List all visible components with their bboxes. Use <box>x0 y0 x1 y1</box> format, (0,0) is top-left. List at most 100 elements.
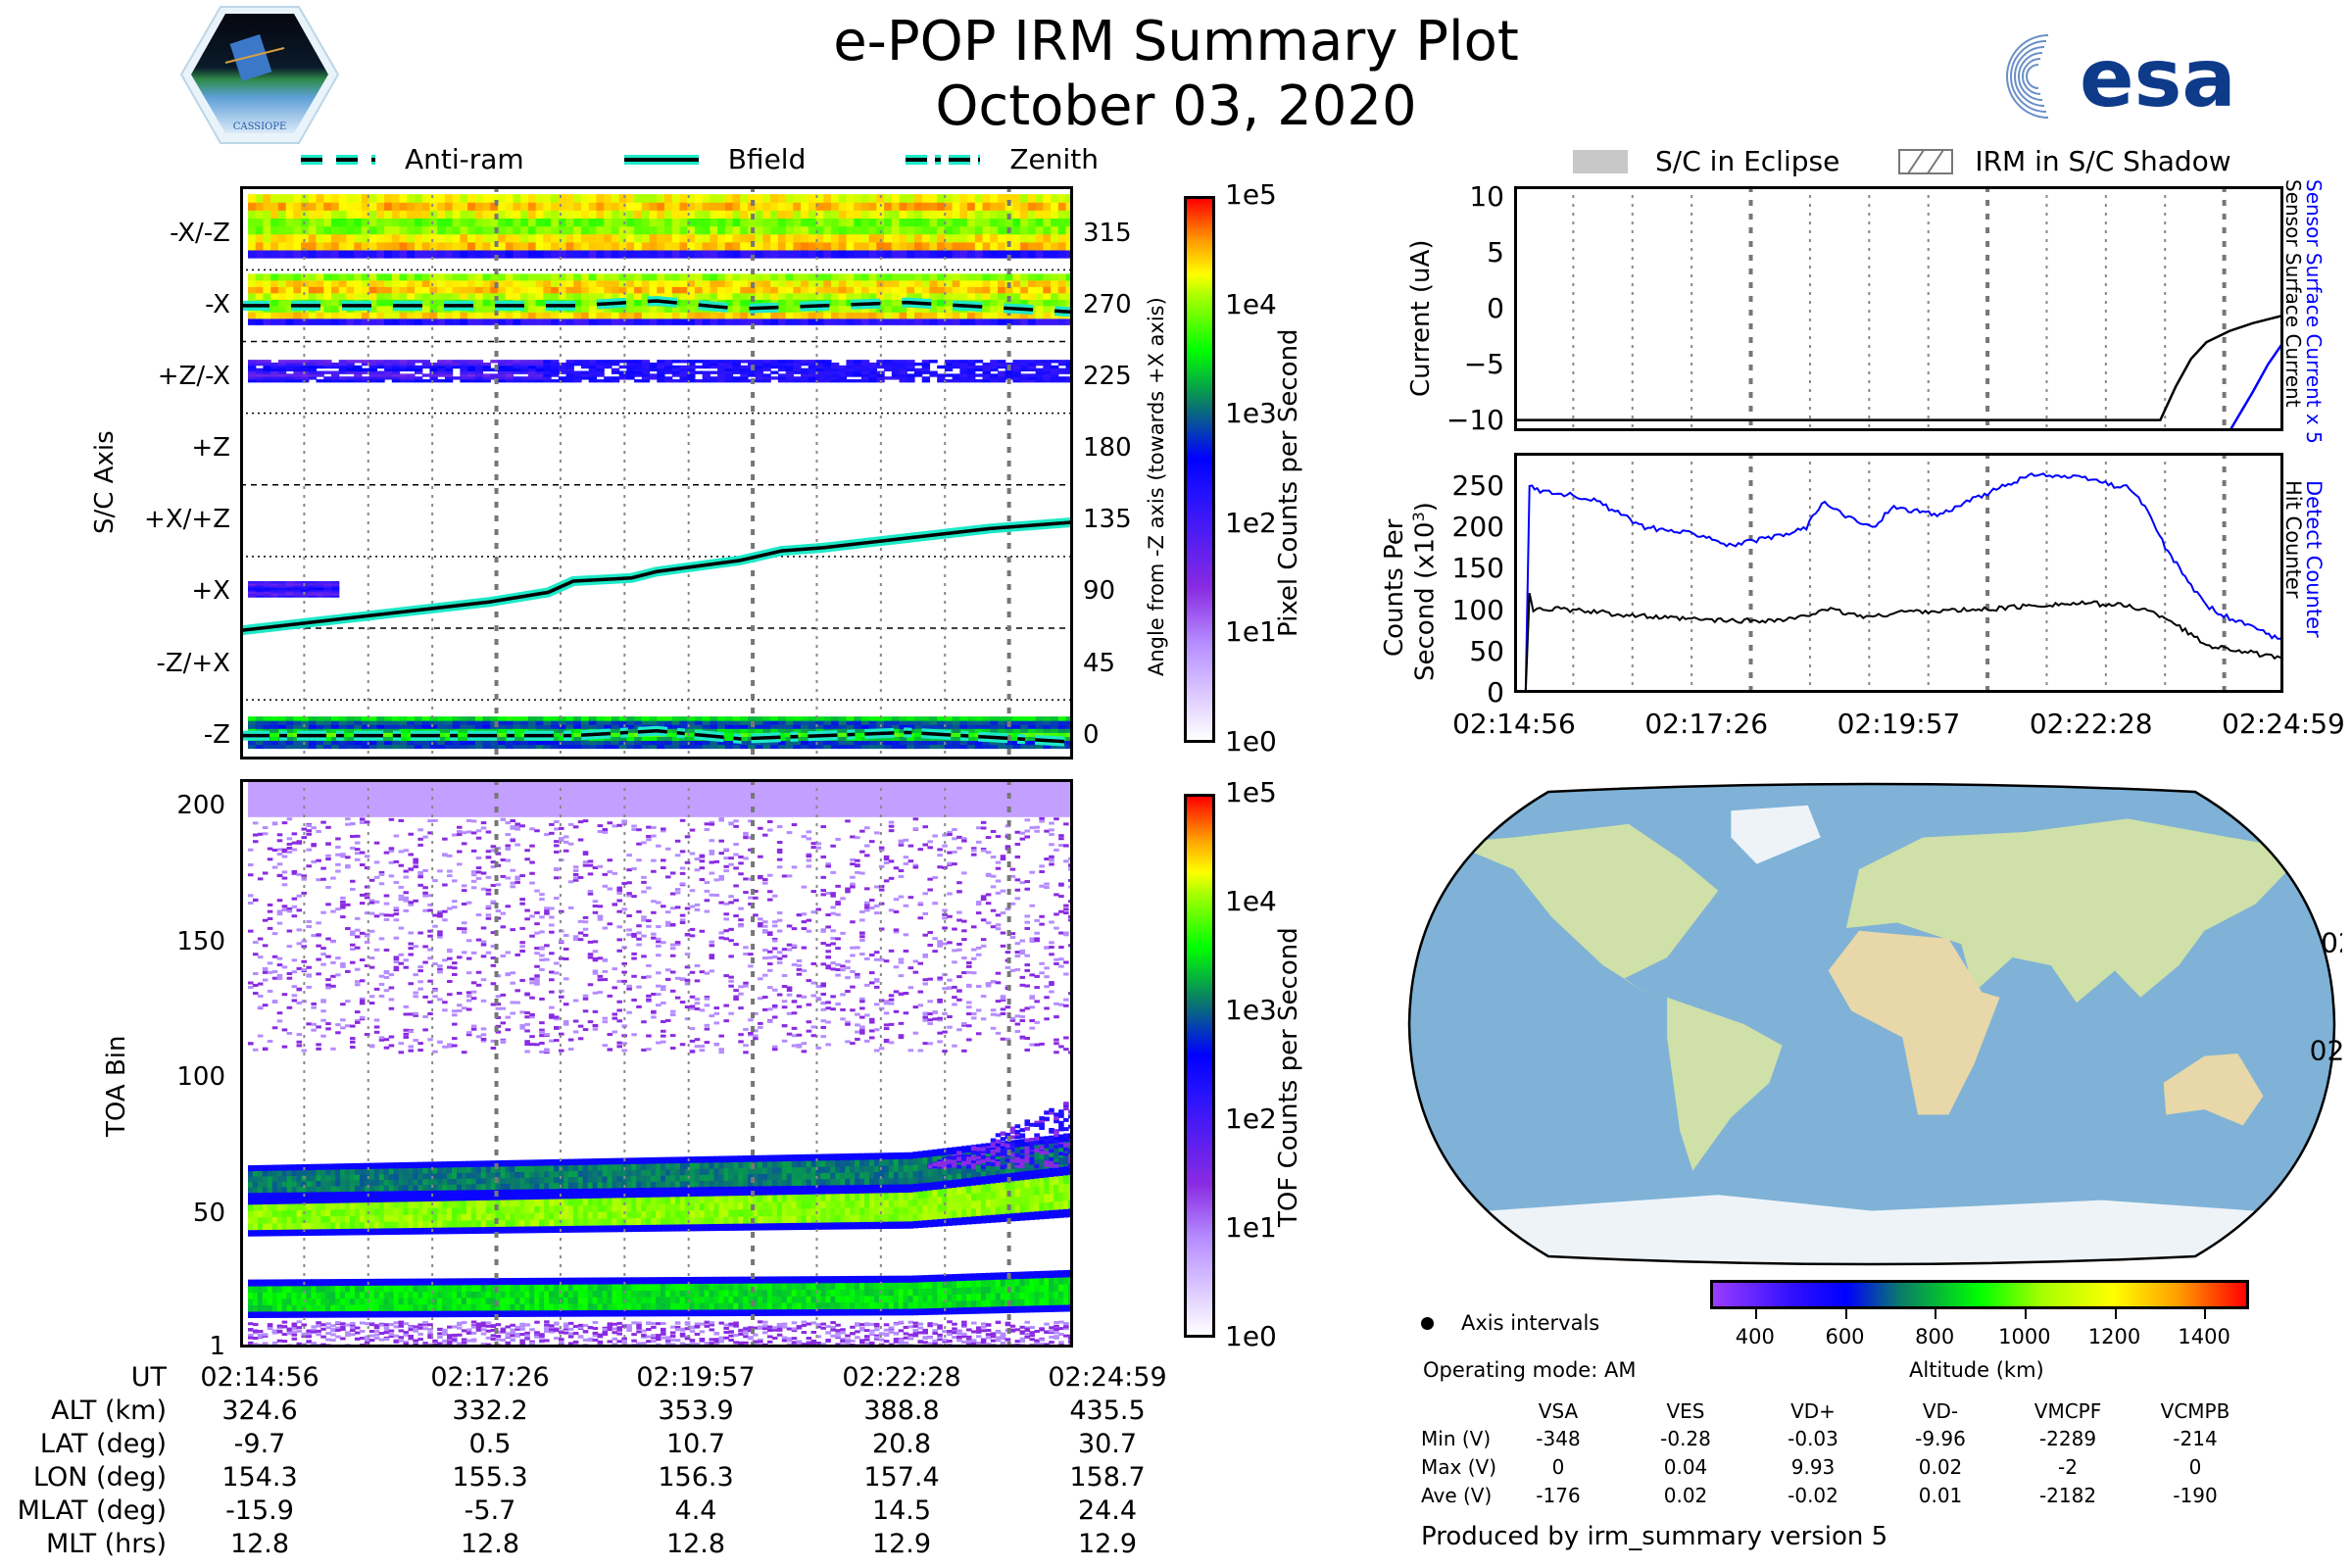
heatmap-cell <box>1065 225 1073 235</box>
heatmap-cell <box>808 720 817 725</box>
heatmap-cell <box>399 376 408 380</box>
heatmap-cell <box>724 250 734 259</box>
toa-band-cell <box>398 1173 405 1180</box>
heatmap-cell <box>285 365 294 369</box>
toa-band-cell <box>286 1292 293 1299</box>
toa-speckle <box>325 937 331 941</box>
toa-speckle <box>345 817 351 821</box>
heatmap-cell <box>316 292 324 300</box>
toa-speckle <box>368 1323 375 1327</box>
heatmap-cell <box>671 373 681 377</box>
heatmap-cell <box>687 233 696 243</box>
heatmap-cell <box>1027 292 1037 300</box>
heatmap-cell <box>687 740 696 746</box>
heatmap-cell <box>581 373 590 377</box>
heatmap-cell <box>793 312 802 319</box>
toa-band-cell <box>271 1209 278 1217</box>
toa-speckle <box>408 931 414 935</box>
heatmap-cell <box>634 194 643 203</box>
heatmap-cell <box>1051 273 1059 281</box>
toa-speckle <box>398 1324 405 1328</box>
toa-speckle <box>301 1332 308 1336</box>
heatmap-cell <box>823 373 832 377</box>
heatmap-cell <box>1051 379 1059 383</box>
heatmap-cell <box>407 210 416 219</box>
heatmap-cell <box>793 740 802 746</box>
heatmap-cell <box>316 299 324 307</box>
heatmap-cell <box>248 373 257 377</box>
heatmap-cell <box>498 360 507 364</box>
heatmap-cell <box>671 273 681 281</box>
heatmap-cell <box>710 218 718 227</box>
toa-band-cell <box>311 1169 317 1176</box>
heatmap-cell <box>331 279 340 287</box>
heatmap-cell <box>1057 210 1067 219</box>
heatmap-cell <box>710 250 718 259</box>
toa-band-cell <box>403 1184 410 1192</box>
toa-band-cell <box>383 1303 390 1311</box>
heatmap-cell <box>710 376 718 380</box>
heatmap-cell <box>263 286 271 294</box>
toa-speckle <box>383 894 390 898</box>
heatmap-cell <box>520 305 529 313</box>
heatmap-cell <box>301 292 310 300</box>
heatmap-cell <box>748 305 757 313</box>
heatmap-cell <box>255 593 265 596</box>
heatmap-cell <box>679 218 688 227</box>
heatmap-cell <box>702 365 710 369</box>
heatmap-cell <box>285 210 294 219</box>
heatmap-cell <box>565 202 574 211</box>
heatmap-cell <box>967 233 976 243</box>
toa-band-cell <box>320 1191 326 1198</box>
heatmap-cell <box>891 362 901 367</box>
heatmap-cell <box>581 720 590 725</box>
toa-band-cell <box>267 1192 273 1199</box>
heatmap-cell <box>551 225 560 235</box>
heatmap-cell <box>626 736 635 741</box>
heatmap-cell <box>293 368 302 371</box>
heatmap-cell <box>982 362 991 367</box>
heatmap-cell <box>740 724 749 729</box>
heatmap-cell <box>868 365 877 369</box>
heatmap-cell <box>513 286 521 294</box>
heatmap-cell <box>808 218 817 227</box>
toa-speckle <box>383 1328 390 1332</box>
heatmap-cell <box>967 286 976 294</box>
heatmap-cell <box>687 312 696 319</box>
heatmap-cell <box>429 368 438 371</box>
toa-band-cell <box>373 1208 380 1216</box>
toa-band-cell <box>335 1202 341 1210</box>
heatmap-cell <box>263 318 271 325</box>
heatmap-cell <box>1057 299 1067 307</box>
heatmap-cell <box>974 740 984 746</box>
toa-speckle <box>248 929 254 933</box>
toa-speckle <box>262 944 269 948</box>
heatmap-cell <box>967 740 976 746</box>
heatmap-cell <box>361 241 370 251</box>
toa-speckle <box>301 827 308 831</box>
heatmap-cell <box>762 744 771 750</box>
heatmap-cell <box>558 250 567 259</box>
heatmap-cell <box>657 368 665 371</box>
heatmap-cell <box>460 368 468 371</box>
heatmap-cell <box>301 740 310 746</box>
heatmap-cell <box>604 286 612 294</box>
heatmap-cell <box>694 370 704 374</box>
heatmap-cell <box>285 591 294 594</box>
heatmap-cell <box>808 318 817 325</box>
toa-band-cell <box>286 1298 293 1305</box>
toa-band-cell <box>350 1168 356 1175</box>
heatmap-cell <box>755 241 764 251</box>
heatmap-cell <box>937 279 946 287</box>
heatmap-cell <box>376 728 385 733</box>
heatmap-cell <box>565 376 574 380</box>
heatmap-cell <box>1065 194 1073 203</box>
heatmap-cell <box>604 194 612 203</box>
heatmap-cell <box>308 233 318 243</box>
heatmap-cell <box>657 292 665 300</box>
heatmap-cell <box>899 218 907 227</box>
heatmap-cell <box>860 299 870 307</box>
toa-speckle <box>316 858 321 862</box>
toa-band-cell <box>276 1175 283 1182</box>
heatmap-cell <box>1012 202 1021 211</box>
